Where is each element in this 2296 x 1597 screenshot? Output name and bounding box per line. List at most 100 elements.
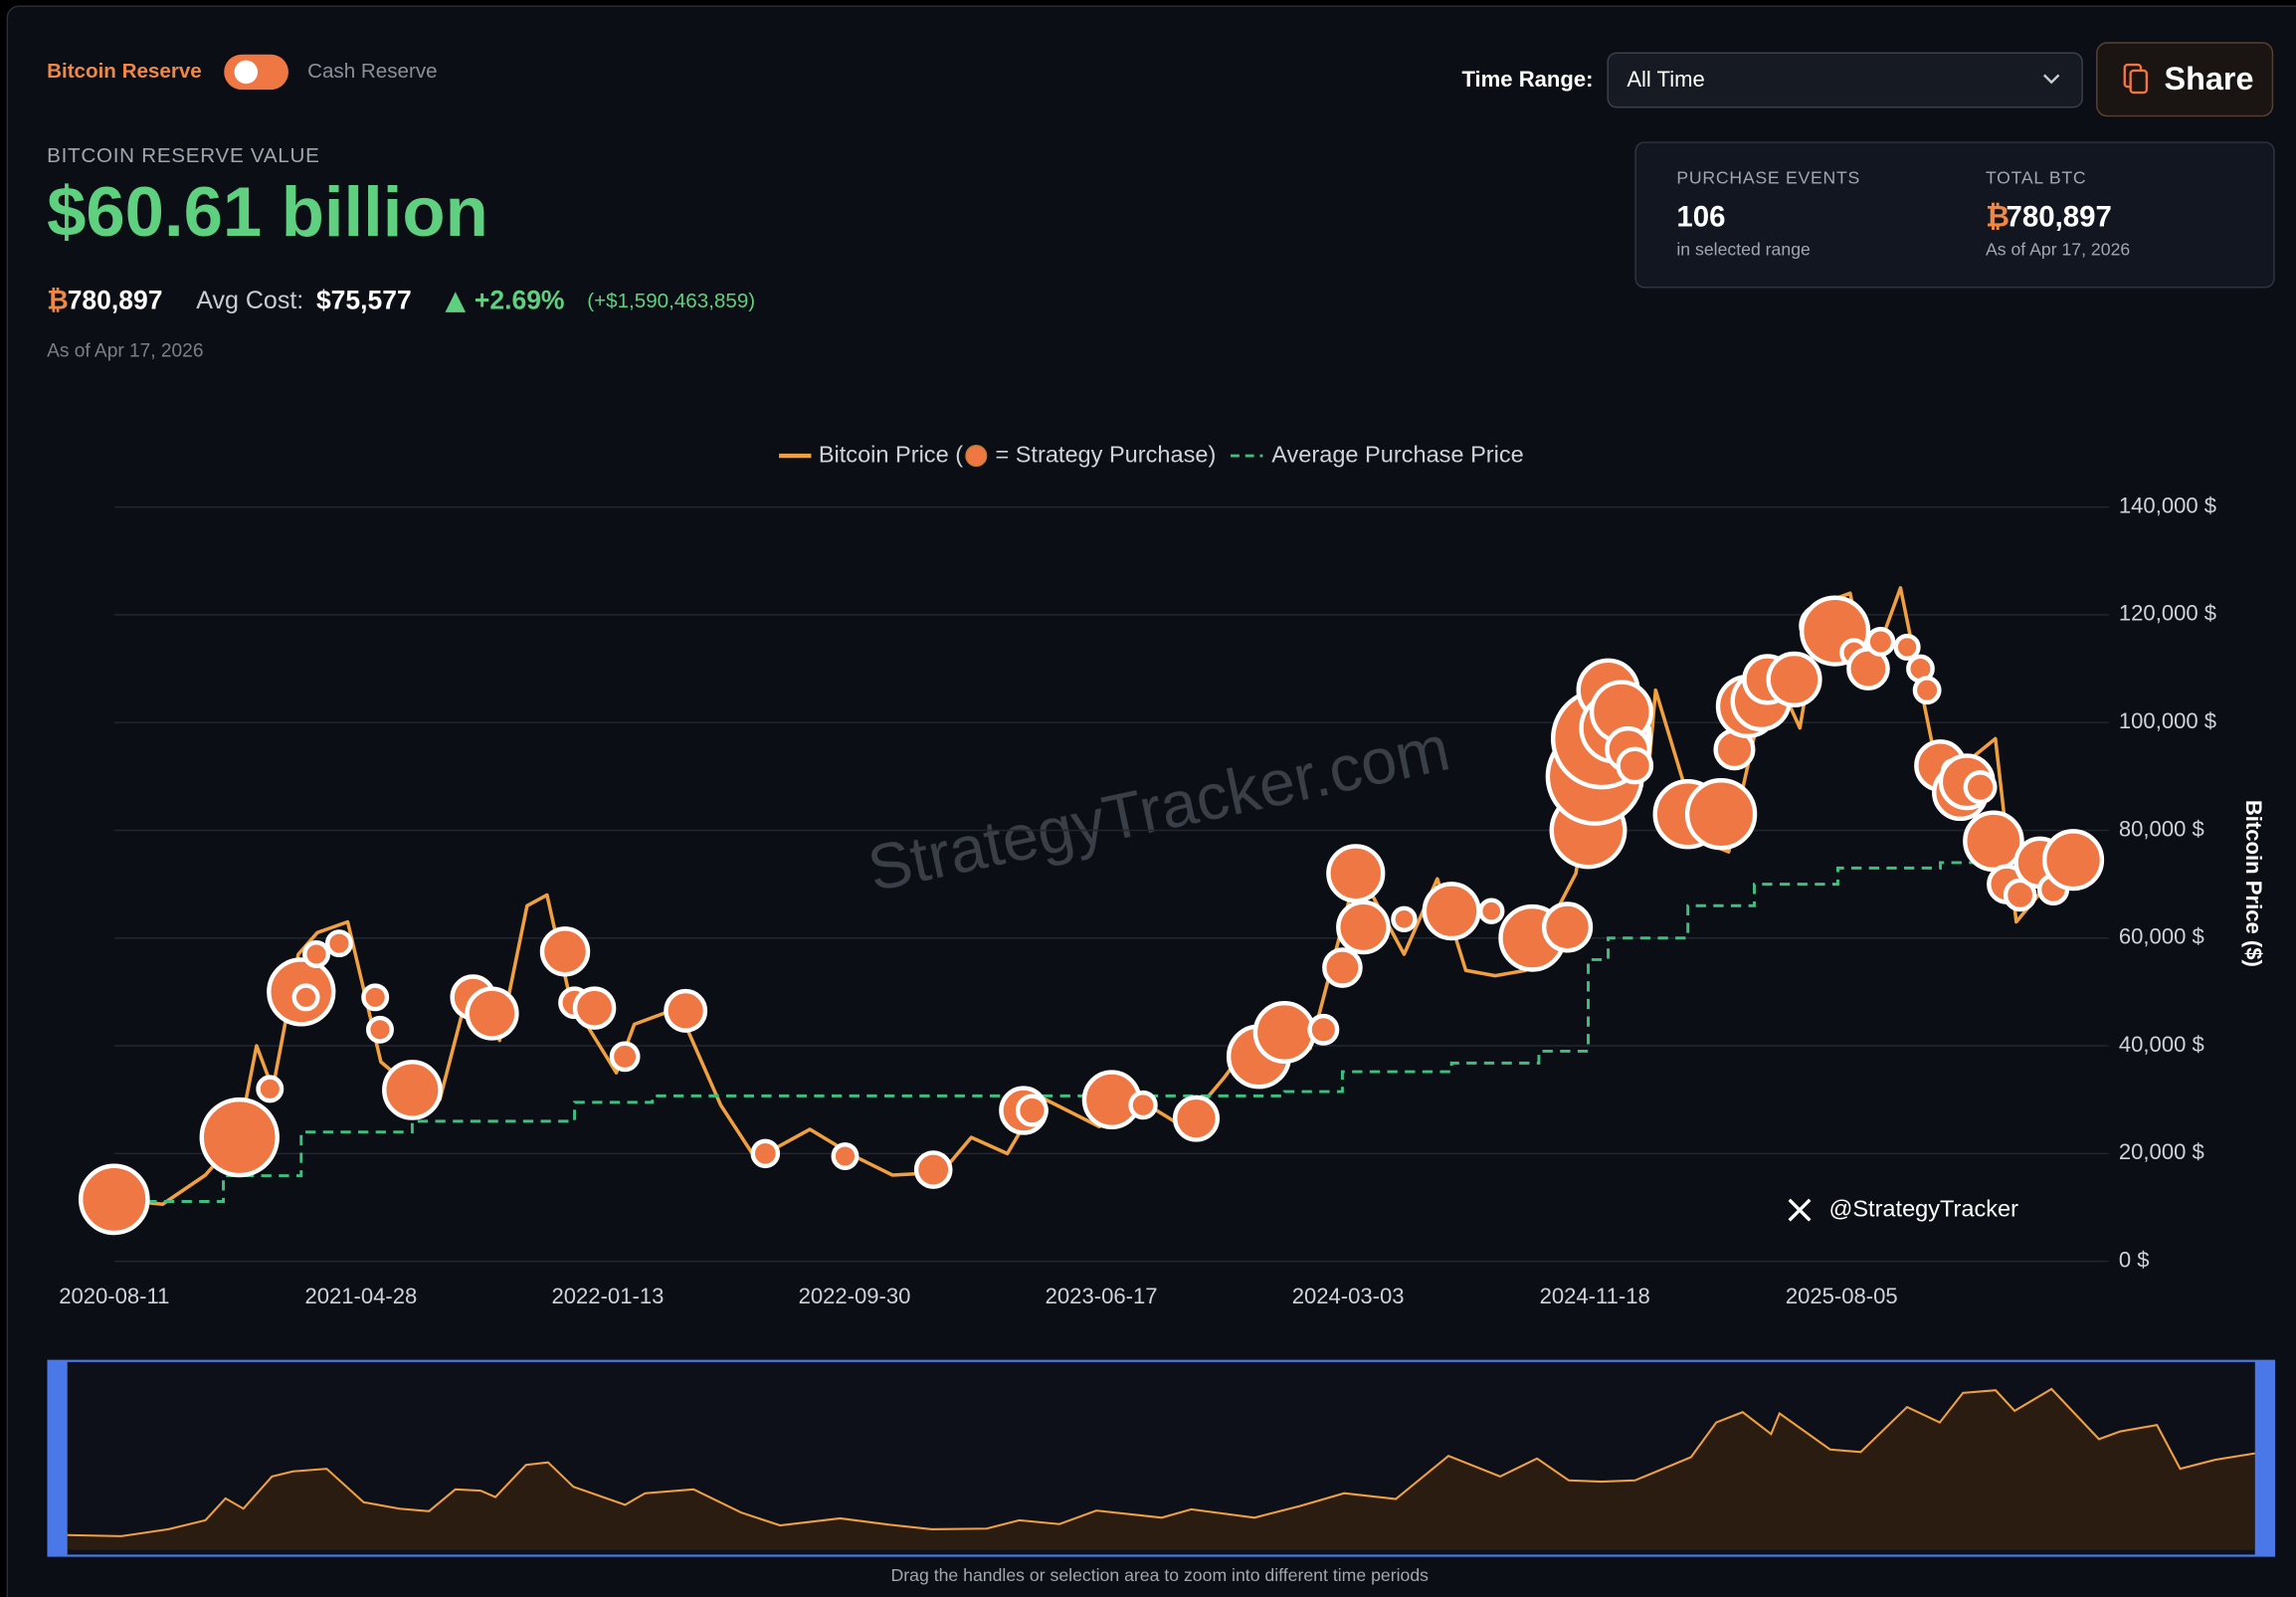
purchase-bubble xyxy=(256,1075,285,1103)
chevron xyxy=(2042,74,2060,85)
purchase-bubble xyxy=(1307,1013,1340,1046)
toggle-label[interactable]: Cash Reserve xyxy=(307,60,437,83)
purchase-bubble xyxy=(1963,770,1998,805)
x-tick-label: 2021-04-28 xyxy=(304,1284,417,1308)
panel xyxy=(6,5,2296,1597)
btc-symbol: ₿ xyxy=(1986,200,2009,233)
purchase-bubble xyxy=(539,926,591,977)
avg-label: Avg Cost: xyxy=(196,287,303,314)
toggle-knob xyxy=(234,60,259,85)
range-label: Time Range: xyxy=(1461,67,1593,92)
stat-sub: As of Apr 17, 2026 xyxy=(1986,240,2130,260)
purchase-bubble xyxy=(1391,905,1418,933)
purchase-bubble xyxy=(302,940,331,968)
purchase-bubble xyxy=(1616,746,1654,785)
stat-label: PURCHASE EVENTS xyxy=(1676,168,1860,188)
y-tick-label: 60,000 $ xyxy=(2119,924,2204,949)
purchase-bubble xyxy=(361,983,390,1012)
toggle-label[interactable]: Bitcoin Reserve xyxy=(47,60,202,83)
y-tick-label: 0 $ xyxy=(2119,1247,2150,1272)
purchase-bubble xyxy=(1322,947,1363,988)
minimap-handle[interactable] xyxy=(48,1360,68,1556)
y-tick-label: 20,000 $ xyxy=(2119,1139,2204,1164)
change-pct: +2.69% xyxy=(475,286,565,315)
x-tick-label: 2020-08-11 xyxy=(59,1284,169,1308)
purchase-bubble xyxy=(572,986,617,1030)
avg-line xyxy=(146,852,2082,1204)
purchase-bubble xyxy=(1015,1094,1049,1127)
purchase-bubble xyxy=(1252,1001,1316,1065)
handle: @StrategyTracker xyxy=(1828,1195,2018,1221)
y-tick-label: 140,000 $ xyxy=(2119,493,2216,517)
stats-card xyxy=(1634,141,2275,289)
purchase-bubble xyxy=(1766,651,1822,707)
purchase-bubble xyxy=(609,1041,641,1073)
range-select[interactable] xyxy=(1607,52,2083,108)
range-value: All Time xyxy=(1626,67,1704,92)
purchase-bubble xyxy=(1128,1090,1158,1120)
purchase-bubble xyxy=(1912,676,1942,705)
stat-value: 106 xyxy=(1676,200,1725,233)
purchase-bubble xyxy=(382,1060,443,1120)
y-tick-label: 120,000 $ xyxy=(2119,601,2216,626)
as-of: As of Apr 17, 2026 xyxy=(47,341,203,362)
purchase-bubble xyxy=(1541,901,1594,953)
copy-icon xyxy=(2129,69,2149,95)
purchase-bubble xyxy=(750,1138,781,1169)
minimap-line xyxy=(67,1387,2255,1537)
x-tick-label: 2022-09-30 xyxy=(799,1284,911,1308)
x-tick-label: 2025-08-05 xyxy=(1786,1284,1898,1308)
y-tick-label: 100,000 $ xyxy=(2119,708,2216,733)
purchase-bubble xyxy=(365,1015,394,1044)
purchase-bubble xyxy=(831,1142,860,1171)
minimap-plot xyxy=(67,1387,2255,1550)
purchase-bubble xyxy=(1336,899,1391,955)
y-tick-label: 40,000 $ xyxy=(2119,1032,2204,1057)
btc-amount: 780,897 xyxy=(68,286,163,315)
purchase-bubble xyxy=(1172,1095,1221,1142)
purchase-bubble xyxy=(78,1163,150,1236)
purchase-bubble xyxy=(2042,829,2105,892)
purchase-bubble xyxy=(1326,844,1386,903)
x-tick-label: 2023-06-17 xyxy=(1046,1284,1158,1308)
purchase-bubble xyxy=(1865,627,1896,657)
y-tick-label: 80,000 $ xyxy=(2119,816,2204,841)
reserve-value: $60.61 billion xyxy=(47,172,488,251)
share-label: Share xyxy=(2165,61,2254,97)
stat-sub: in selected range xyxy=(1676,240,1811,260)
minimap-handle[interactable] xyxy=(2254,1360,2274,1556)
stat-label: TOTAL BTC xyxy=(1986,168,2086,188)
purchase-bubble xyxy=(291,983,320,1012)
purchase-bubble xyxy=(664,988,708,1033)
avg-value: $75,577 xyxy=(316,286,412,315)
purchase-bubble xyxy=(1477,898,1505,924)
x-tick-label: 2024-03-03 xyxy=(1292,1284,1405,1308)
purchase-bubble xyxy=(1684,778,1758,851)
change-abs: (+$1,590,463,859) xyxy=(587,290,755,312)
legend-swatch xyxy=(965,445,988,468)
purchase-bubble xyxy=(465,986,519,1041)
stat-value: 780,897 xyxy=(2007,200,2112,233)
purchase-bubble xyxy=(1963,810,2024,873)
purchase-bubble xyxy=(2003,878,2037,912)
x-tick-label: 2024-11-18 xyxy=(1540,1284,1650,1308)
footer-hint: Drag the handles or selection area to zo… xyxy=(891,1565,1430,1585)
btc-symbol: ₿ xyxy=(47,286,69,315)
purchase-bubble xyxy=(199,1097,280,1178)
legend-label: Average Purchase Price xyxy=(1271,441,1523,467)
x-logo xyxy=(1788,1198,1812,1222)
legend-label: Bitcoin Price ( xyxy=(819,441,963,467)
minimap-area xyxy=(67,1388,2255,1550)
x-tick-label: 2022-01-13 xyxy=(552,1284,665,1308)
reserve-label: BITCOIN RESERVE VALUE xyxy=(47,144,319,167)
purchase-bubble xyxy=(913,1150,953,1189)
purchase-bubble xyxy=(1893,633,1921,661)
purchase-bubble xyxy=(1422,882,1481,941)
up-arrow xyxy=(445,292,467,312)
legend-label: = Strategy Purchase) xyxy=(995,441,1216,467)
share-button[interactable] xyxy=(2096,42,2274,117)
plot: 0 $ 20,000 $ 40,000 $ 60,000 $ 80,000 $ 100,0… xyxy=(59,441,2216,1308)
purchase-bubble xyxy=(324,929,353,958)
y-axis-title: Bitcoin Price ($) xyxy=(2241,800,2266,967)
